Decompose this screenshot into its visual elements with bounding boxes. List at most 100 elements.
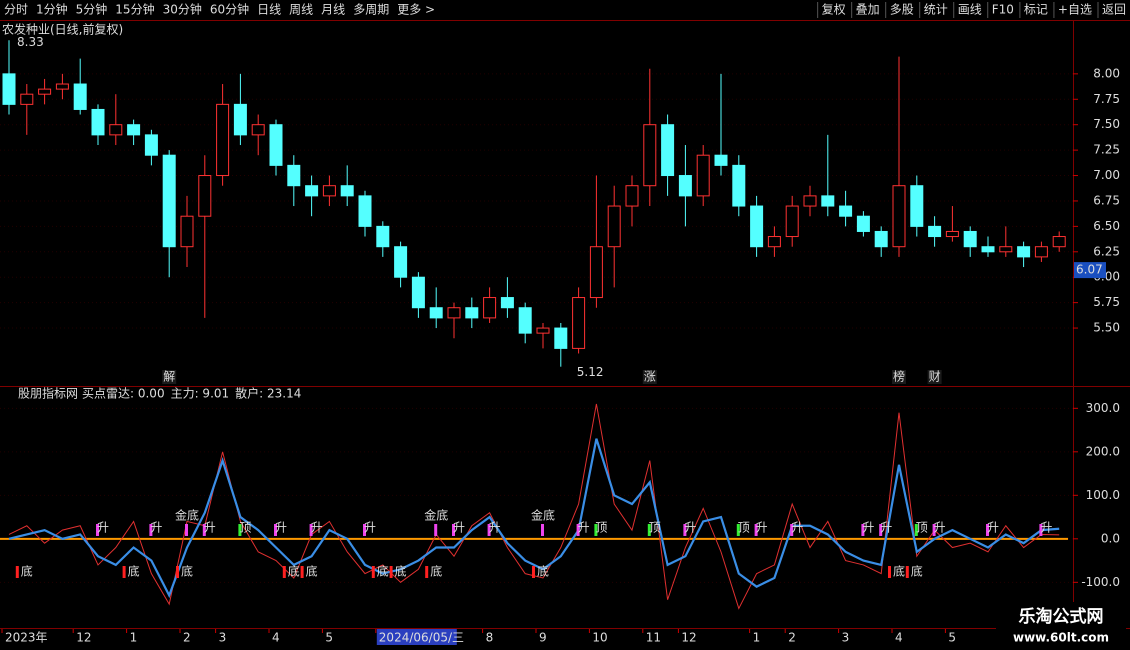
- tool-button[interactable]: +自选: [1058, 3, 1092, 17]
- bottom-bar: [176, 566, 179, 578]
- bottom-bar: [371, 566, 375, 578]
- bottom-bar: [122, 566, 126, 578]
- signal-bar: [238, 524, 242, 536]
- y-tick-label: 200.0: [1086, 444, 1120, 458]
- candle-body: [785, 205, 799, 238]
- signal-label: 升: [862, 521, 874, 535]
- bottom-label: 底: [377, 564, 389, 579]
- annotation-bg: [927, 370, 942, 384]
- y-tick-label: 5.75: [1093, 295, 1120, 309]
- signal-bar: [434, 524, 438, 536]
- signal-bar: [790, 524, 794, 536]
- signal-bar: [149, 524, 153, 536]
- y-tick-label: 8.00: [1093, 66, 1120, 80]
- candle-body: [376, 225, 390, 248]
- bottom-label: 底: [306, 564, 318, 579]
- period-tab[interactable]: 更多 >: [397, 3, 435, 17]
- candle-body: [767, 236, 781, 248]
- period-tab[interactable]: 60分钟: [210, 2, 249, 17]
- x-tick-label: 1: [130, 631, 138, 645]
- bottom-bar: [425, 566, 429, 578]
- candle-body: [2, 73, 16, 105]
- annotation-bg: [892, 370, 906, 384]
- x-tick-label: 9: [539, 631, 547, 645]
- signal-label: 顶: [239, 521, 251, 535]
- signal-bar: [683, 524, 687, 536]
- signal-bar: [274, 524, 277, 536]
- bottom-bar: [300, 566, 304, 578]
- cursor-date-box: [376, 629, 457, 645]
- period-tab[interactable]: 月线: [321, 3, 345, 17]
- period-tab[interactable]: 多周期: [353, 3, 389, 17]
- y-tick-label: 7.50: [1093, 117, 1120, 131]
- candle-body: [233, 103, 247, 136]
- candle-body: [287, 164, 301, 187]
- candle-body: [1017, 246, 1031, 258]
- signal-label: 升: [756, 521, 768, 535]
- x-tick-label: 12: [76, 631, 91, 645]
- candle-body: [981, 246, 995, 253]
- indicator-title: 股朋指标网: [18, 386, 78, 401]
- candle-body: [839, 205, 853, 217]
- bottom-label: 底: [21, 564, 33, 579]
- tool-button[interactable]: 画线: [958, 3, 982, 17]
- x-tick-label: 3: [219, 631, 227, 645]
- watermark-url: www.60lt.com: [1013, 631, 1109, 645]
- price-annotation: 解: [163, 370, 175, 384]
- signal-bar: [861, 524, 865, 536]
- bottom-bar: [905, 566, 909, 578]
- tool-button[interactable]: 统计: [924, 3, 948, 17]
- bottom-label: 底: [537, 564, 549, 579]
- legend-entry: 主力: 9.01: [171, 387, 230, 401]
- tool-button[interactable]: 标记: [1024, 3, 1048, 17]
- signal-label: 顶: [916, 521, 928, 535]
- candle-body: [589, 246, 603, 299]
- candle-body: [714, 154, 728, 166]
- period-tab[interactable]: 1分钟: [36, 2, 68, 17]
- candle-body: [892, 185, 906, 248]
- x-tick-label: 1: [753, 631, 761, 645]
- signal-bar: [452, 524, 455, 536]
- signal-bar: [363, 524, 366, 536]
- period-tab[interactable]: 15分钟: [115, 2, 154, 17]
- signal-label: 升: [1040, 521, 1052, 535]
- bottom-label: 底: [430, 564, 442, 579]
- candle-body: [322, 185, 336, 197]
- indicator-line: [8, 438, 1060, 599]
- candle-body: [358, 195, 372, 227]
- candle-body: [572, 297, 586, 349]
- legend-entry: 买点雷达: 0.00: [82, 387, 165, 401]
- x-tick-label: 8: [486, 631, 494, 645]
- x-tick-label: 3: [842, 631, 850, 645]
- watermark-box: [996, 602, 1126, 648]
- candle-body: [394, 246, 408, 278]
- signal-label: 升: [204, 521, 216, 535]
- candle-body: [483, 297, 497, 319]
- period-tab[interactable]: 5分钟: [76, 2, 108, 17]
- candle-body: [216, 103, 230, 177]
- candle-body: [803, 195, 817, 207]
- tool-button[interactable]: F10: [992, 3, 1014, 17]
- candle-body: [109, 124, 123, 136]
- period-tab[interactable]: 周线: [289, 3, 313, 17]
- signal-label: 顶: [738, 521, 750, 535]
- x-tick-label: 4: [272, 631, 280, 645]
- period-tab[interactable]: 30分钟: [163, 2, 202, 17]
- y-tick-label: 0.0: [1101, 531, 1120, 545]
- period-tab[interactable]: 分时: [4, 3, 28, 17]
- bottom-bar: [389, 566, 393, 578]
- tool-button[interactable]: 复权: [822, 3, 846, 17]
- candle-body: [144, 134, 158, 156]
- tool-button[interactable]: 返回: [1102, 3, 1126, 17]
- tool-button[interactable]: 多股: [890, 3, 914, 17]
- tool-button[interactable]: 叠加: [856, 3, 880, 17]
- period-tab[interactable]: 日线: [257, 3, 281, 17]
- candle-body: [500, 297, 514, 309]
- candle-body: [429, 307, 443, 319]
- candle-body: [269, 124, 283, 166]
- x-tick-label: 11: [646, 631, 661, 645]
- bottom-label: 底: [911, 564, 923, 579]
